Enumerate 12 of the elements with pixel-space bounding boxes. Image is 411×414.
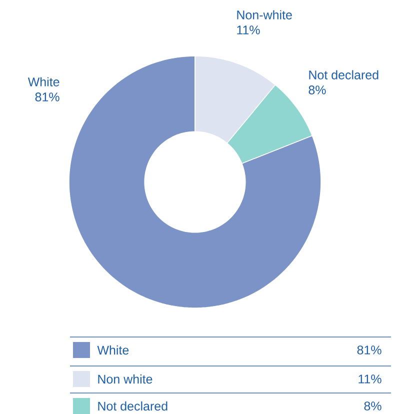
data-label: 11% <box>237 26 260 34</box>
legend-label: Non white <box>98 374 152 384</box>
text: White <box>28 77 60 86</box>
data-label: 8% <box>308 86 326 94</box>
legend-label: White <box>97 345 129 355</box>
text: 8% <box>364 402 382 410</box>
text: Not declared <box>309 70 378 80</box>
legend-label: Not declared <box>98 401 168 411</box>
text: 11% <box>358 374 382 384</box>
data-label: 81% <box>35 92 60 102</box>
text: 81% <box>357 346 382 354</box>
text: Non-white <box>237 10 292 20</box>
